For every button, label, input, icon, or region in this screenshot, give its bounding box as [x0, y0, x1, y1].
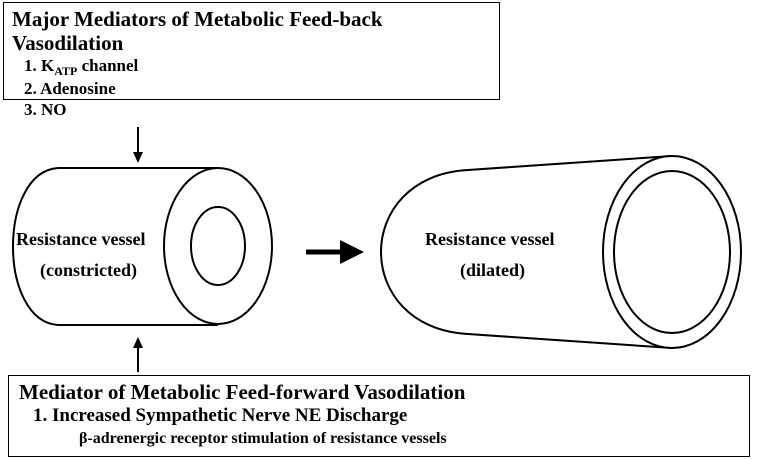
- feedforward-mediator-title: Mediator of Metabolic Feed-forward Vasod…: [19, 380, 466, 404]
- feedback-item-no: 3. NO: [12, 99, 491, 120]
- feedback-item-adenosine: 2. Adenosine: [12, 78, 491, 99]
- item-main: K: [41, 56, 55, 75]
- item-rest: channel: [77, 56, 139, 75]
- feedforward-subitem: β-adrenergic receptor stimulation of res…: [79, 430, 447, 447]
- feedforward-item: 1. Increased Sympathetic Nerve NE Discha…: [33, 405, 408, 426]
- dilated-vessel-body: [380, 155, 673, 349]
- dilated-vessel: [380, 155, 742, 349]
- constricted-vessel-body: [12, 167, 218, 326]
- feedforward-mediator-box: Mediator of Metabolic Feed-forward Vasod…: [8, 375, 750, 457]
- item-number: 2.: [24, 79, 37, 98]
- feedback-item-katp: 1. KATP channel: [12, 55, 491, 78]
- feedback-mediators-box: Major Mediators of Metabolic Feed-back V…: [3, 2, 500, 119]
- dilated-vessel-label: Resistance vessel: [425, 229, 554, 249]
- constricted-vessel: [12, 167, 273, 326]
- item-number: 1.: [24, 56, 37, 75]
- feedback-mediators-title: Major Mediators of Metabolic Feed-back V…: [12, 7, 383, 55]
- item-main: Adenosine: [40, 79, 116, 98]
- dilated-vessel-state: (dilated): [460, 260, 525, 281]
- item-number: 3.: [24, 100, 37, 119]
- item-main: NO: [41, 100, 67, 119]
- transition-arrow: [306, 240, 364, 264]
- bottom-compression-arrow: [133, 337, 143, 372]
- constricted-vessel-state: (constricted): [40, 260, 137, 281]
- constricted-vessel-lumen: [190, 206, 246, 286]
- item-subscript: ATP: [54, 64, 78, 78]
- top-compression-arrow: [133, 127, 143, 163]
- dilated-vessel-lumen: [613, 170, 731, 334]
- constricted-vessel-label: Resistance vessel: [16, 229, 145, 249]
- constricted-vessel-outer-end: [163, 167, 273, 325]
- dilated-vessel-outer-end: [602, 155, 742, 349]
